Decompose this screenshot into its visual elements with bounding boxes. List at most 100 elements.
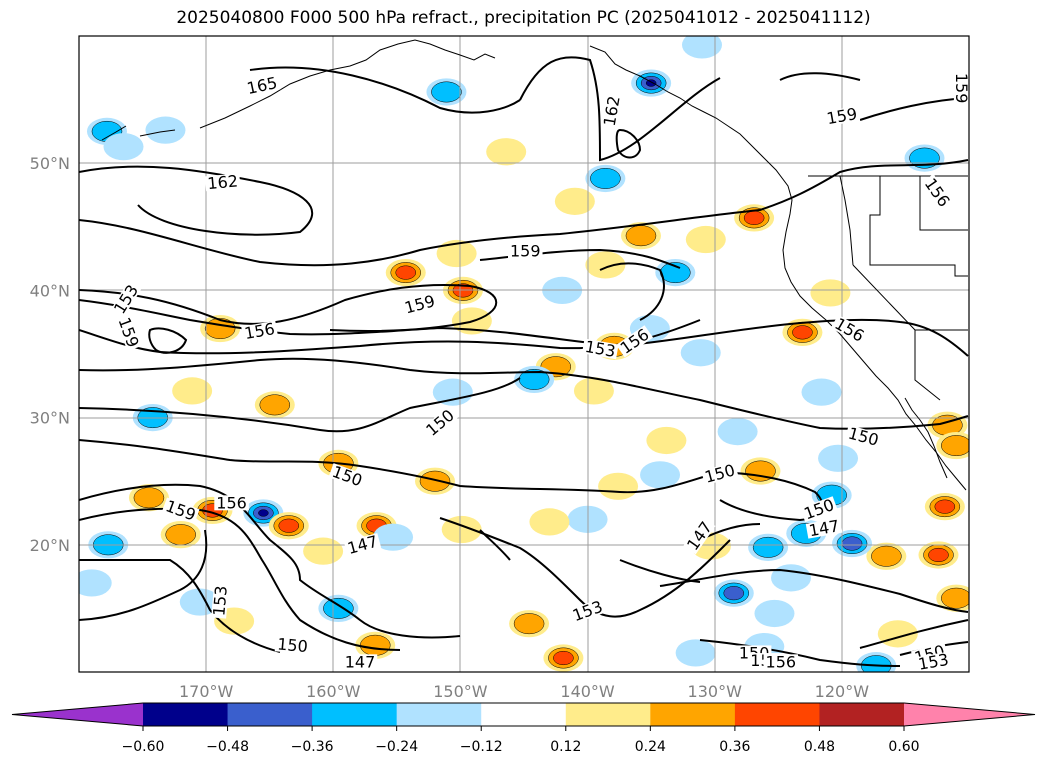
precip-anomaly [254,391,295,419]
contour-label-bg [763,654,799,670]
precip-anomaly [936,431,969,460]
precip-anomaly [936,584,969,612]
contour-label-bg [507,243,543,259]
precip-anomaly [771,564,811,592]
contour-label-bg [214,495,249,511]
precip-anomaly [585,164,626,193]
precip-anomaly [924,493,965,521]
precip-anomaly [373,523,414,551]
contour-label-bg [616,325,654,358]
precip-anomaly [318,594,359,623]
colorbar-tick-labels: −0.60 −0.48 −0.36 −0.24 −0.12 0.12 0.24 0.36 0.4… [122,726,920,755]
colorbar-tick-label: 0.24 [635,739,666,755]
contour-label-bg [422,405,459,440]
contour-label-bg [844,424,883,449]
precip-anomaly [675,639,716,667]
x-tick-label: 160°W [306,682,361,701]
contour-label-bg [683,517,716,555]
y-tick-label: 40°N [30,281,70,300]
colorbar-segment [650,703,736,726]
colorbar-tick-label: −0.36 [291,739,334,755]
contour-label-bg [805,517,843,539]
contour-label-bg [830,314,869,345]
precip-anomaly [426,78,467,106]
contour-label-bg [211,582,230,619]
precip-anomaly [856,652,897,672]
precip-anomaly [554,187,595,215]
x-tick-label: 140°W [560,682,615,701]
colorbar-tick-label: −0.60 [122,739,165,755]
colorbar-tick-label: −0.12 [460,739,503,755]
colorbar-segment [565,703,651,726]
contour-label: 159 [952,73,971,104]
colorbar-tick-label: 0.12 [550,739,581,755]
contour-label-bg [568,597,607,624]
y-tick-label: 20°N [30,536,70,555]
x-tick-label: 120°W [815,682,870,701]
y-tick-label: 50°N [30,154,70,173]
precip-anomaly [79,569,112,597]
precip-anomaly [682,36,722,59]
precip-anomaly [801,378,842,406]
precip-anomaly [172,377,213,405]
precip-anomaly [810,279,851,307]
precip-anomaly [486,138,527,166]
precip-anomaly [573,377,614,405]
precip-anomaly [385,258,426,287]
colorbar-segment [734,703,820,726]
colorbar-segment [904,703,1035,726]
colorbar-tick-label: 0.36 [719,739,750,755]
contour-label-bg [953,70,969,106]
precip-anomaly [432,378,473,406]
precip-anomaly [355,631,396,659]
precip-anomaly [415,467,455,495]
contour-label-bg [823,105,861,127]
map-frame [78,35,970,673]
y-tick-labels: 50°N 40°N 30°N 20°N [30,154,70,555]
contour-label-bg [243,74,281,97]
contour-label-bg [274,636,311,655]
contour-label: 162 [207,171,239,193]
precip-anomaly [918,541,959,569]
colorbar-segment [227,703,313,726]
contour-label: 153 [209,585,231,617]
colorbar-tick-label: −0.48 [206,739,249,755]
contour-label: 150 [277,634,309,656]
precipitation-layer [79,36,969,672]
precip-anomaly [303,537,344,565]
contour-label-bg [800,496,838,523]
precip-anomaly [620,222,661,250]
contour-label-bg [343,533,382,557]
precip-anomaly [529,508,570,536]
colorbar-tick-label: 0.60 [888,739,919,755]
precip-anomaly [128,484,169,512]
contour-label-bg [701,461,739,486]
precip-anomaly [866,542,907,570]
precip-anomaly [754,599,795,628]
contour-label-bg [915,651,952,672]
precip-anomaly [646,426,687,455]
contour-label-bg [601,92,623,130]
precip-anomaly [509,610,550,638]
precip-anomaly [740,457,781,485]
precip-anomaly [685,225,726,254]
colorbar-tick-label: 0.48 [804,739,835,755]
colorbar-segment [312,703,398,726]
precip-anomaly [713,579,754,607]
contour-label-bg [921,174,954,211]
precip-anomaly [145,116,186,144]
chart-title: 2025040800 F000 500 hPa refract., precip… [176,8,871,28]
contour-label-bg [342,654,378,670]
precip-anomaly [640,461,681,489]
precip-anomaly [631,69,672,97]
contour-label-bg [241,320,278,342]
colorbar [11,702,1036,727]
colorbar-segment [819,703,905,726]
precip-anomaly [904,144,945,172]
precip-anomaly [680,339,721,367]
precip-anomaly [734,204,775,232]
colorbar-tick-label: −0.24 [375,739,418,755]
contour-label-bg [401,292,439,317]
precip-anomaly [818,444,859,472]
